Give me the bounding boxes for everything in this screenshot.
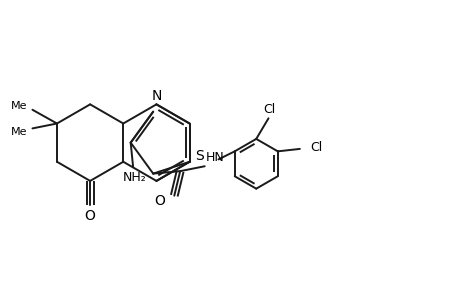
Text: Cl: Cl bbox=[310, 141, 322, 154]
Text: N: N bbox=[151, 88, 161, 103]
Text: Me: Me bbox=[11, 101, 28, 111]
Text: NH₂: NH₂ bbox=[123, 172, 146, 184]
Text: Cl: Cl bbox=[263, 103, 275, 116]
Text: HN: HN bbox=[205, 151, 224, 164]
Text: Me: Me bbox=[11, 127, 28, 137]
Text: O: O bbox=[154, 194, 165, 208]
Text: O: O bbox=[84, 209, 95, 223]
Text: S: S bbox=[195, 149, 204, 163]
